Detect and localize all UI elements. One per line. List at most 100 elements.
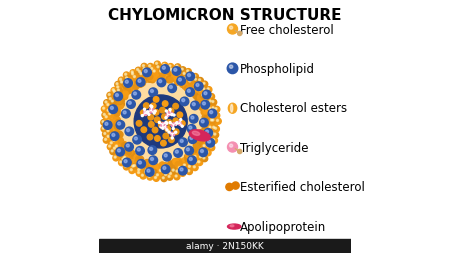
Circle shape [182,72,188,78]
Circle shape [212,107,214,109]
Circle shape [162,67,165,70]
Circle shape [140,81,145,87]
Circle shape [213,127,215,129]
Circle shape [133,165,135,167]
Circle shape [174,69,177,72]
Circle shape [115,118,120,123]
Circle shape [137,160,145,168]
Circle shape [139,167,141,169]
Circle shape [191,90,196,96]
Circle shape [168,176,170,178]
Circle shape [152,128,158,133]
Circle shape [205,94,212,101]
Circle shape [154,164,160,170]
Circle shape [203,157,205,159]
Circle shape [232,182,239,189]
Circle shape [200,119,208,128]
Circle shape [185,153,191,158]
Circle shape [127,149,133,154]
Circle shape [116,148,125,156]
Circle shape [109,132,115,138]
Ellipse shape [170,133,175,136]
Circle shape [180,160,186,165]
Circle shape [134,155,140,161]
Circle shape [175,175,177,177]
Circle shape [117,104,123,110]
Circle shape [171,75,177,81]
Circle shape [110,134,112,136]
Circle shape [174,161,179,167]
Circle shape [150,172,156,178]
Circle shape [157,76,162,82]
Circle shape [215,128,216,130]
Circle shape [127,163,130,165]
Circle shape [143,69,151,77]
Circle shape [187,125,196,134]
Circle shape [122,90,128,95]
Circle shape [157,76,162,82]
Circle shape [198,161,200,163]
Circle shape [151,164,156,170]
Circle shape [112,90,118,96]
Circle shape [154,118,160,123]
Circle shape [181,69,183,71]
Circle shape [238,150,242,154]
Circle shape [210,131,216,137]
Circle shape [168,162,174,168]
Circle shape [165,110,167,113]
Circle shape [173,159,179,165]
Circle shape [112,89,114,91]
Circle shape [126,145,129,148]
Circle shape [206,131,208,134]
Circle shape [144,170,149,176]
Circle shape [140,110,146,116]
Circle shape [187,85,193,91]
Circle shape [184,169,186,171]
Circle shape [170,173,171,175]
Circle shape [172,169,174,171]
Circle shape [204,115,210,120]
Circle shape [186,88,194,97]
Text: Esterified cholesterol: Esterified cholesterol [240,180,365,193]
Circle shape [199,89,201,91]
Circle shape [176,69,183,75]
Circle shape [122,142,127,148]
Circle shape [162,177,164,179]
Circle shape [190,137,193,140]
Circle shape [147,174,153,180]
Circle shape [135,137,137,140]
Circle shape [209,140,211,142]
Circle shape [168,85,176,93]
Ellipse shape [228,224,241,229]
Circle shape [203,99,210,105]
Circle shape [238,32,242,36]
Circle shape [212,119,214,121]
Circle shape [184,81,189,86]
Circle shape [194,143,199,148]
Circle shape [126,78,133,84]
Circle shape [174,174,180,180]
Circle shape [208,108,211,110]
Circle shape [155,166,160,171]
Circle shape [115,96,117,98]
Ellipse shape [189,130,210,141]
Circle shape [169,109,171,111]
Circle shape [230,66,233,69]
Circle shape [176,72,183,78]
Circle shape [122,95,127,100]
Circle shape [105,116,107,118]
Circle shape [173,119,179,124]
Circle shape [189,160,191,162]
Circle shape [119,99,124,104]
Circle shape [122,158,124,161]
Circle shape [206,87,212,93]
Circle shape [154,62,160,68]
Circle shape [163,165,169,170]
Circle shape [169,122,171,124]
Circle shape [115,120,121,126]
Circle shape [191,149,197,154]
Circle shape [107,130,109,132]
Circle shape [112,120,117,125]
Circle shape [198,101,204,107]
Circle shape [201,132,207,138]
